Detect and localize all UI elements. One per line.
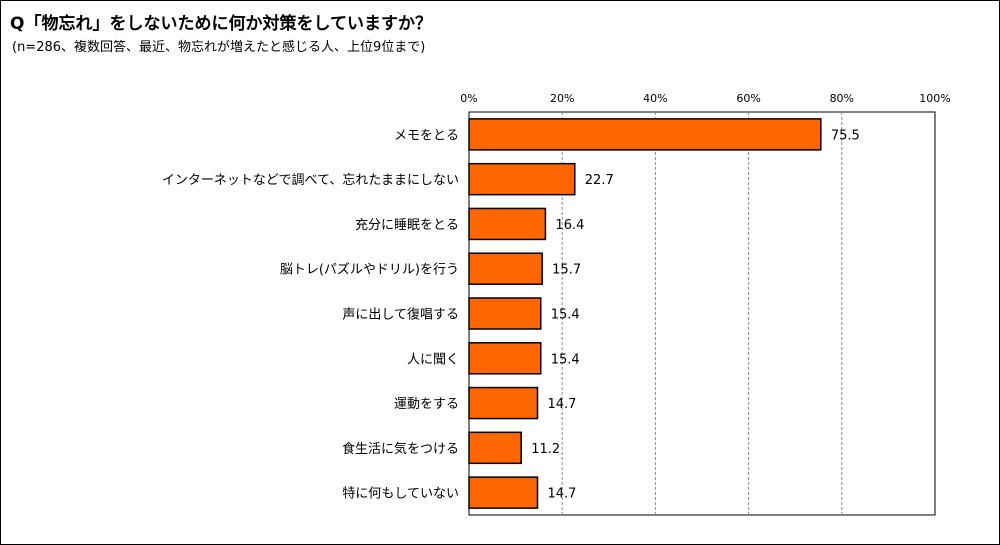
category-label: 充分に睡眠をとる [355,217,459,233]
bar [468,476,539,509]
category-label: インターネットなどで調べて、忘れたままにしない [162,173,459,188]
x-tick-label: 0% [460,92,477,105]
bar [468,297,542,330]
value-label: 11.2 [531,442,560,457]
category-label: 特に何もしていない [342,486,459,502]
value-label: 14.7 [548,487,577,502]
value-label: 14.7 [548,397,577,412]
bar [468,342,542,375]
x-tick-label: 80% [830,92,854,105]
value-label: 16.4 [555,218,584,233]
value-label: 15.4 [551,308,580,323]
category-label: 食生活に気をつける [342,441,459,457]
value-label: 15.4 [551,352,580,367]
bar [468,386,539,420]
bar [468,431,522,465]
value-label: 75.5 [831,128,860,143]
value-label: 22.7 [585,173,614,188]
bar [468,118,822,151]
category-label: 脳トレ(パズルやドリル)を行う [280,262,459,278]
bar [468,207,547,241]
category-label: 声に出して復唱する [342,307,459,323]
category-label: 人に聞く [407,352,459,367]
x-tick-label: 40% [643,92,667,105]
category-label: メモをとる [394,128,459,143]
x-tick-label: 60% [736,92,760,105]
bar [468,252,543,285]
bar [468,162,576,196]
x-tick-label: 20% [550,92,574,105]
x-tick-label: 100% [919,92,950,105]
category-label: 運動をする [394,397,459,412]
chart-title: Q「物忘れ」をしないために何か対策をしていますか？ [10,14,432,34]
chart-subtitle: (n=286、複数回答、最近、物忘れが増えたと感じる人、上位9位まで) [12,40,426,55]
value-label: 15.7 [552,263,581,278]
